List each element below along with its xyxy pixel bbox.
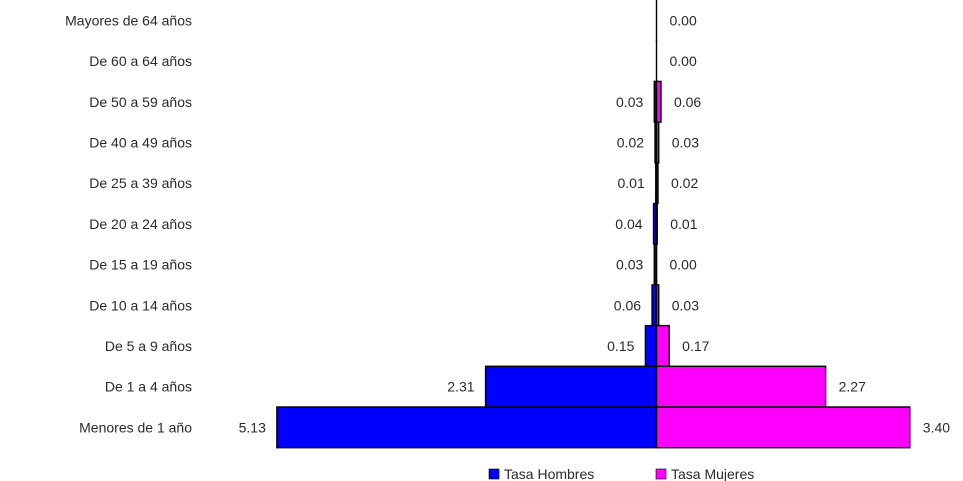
value-label-mujeres-de-20-a-24-a-os: 0.01 <box>670 216 697 232</box>
value-label-mujeres-de-10-a-14-a-os: 0.03 <box>672 297 699 313</box>
value-label-hombres-de-10-a-14-a-os: 0.06 <box>614 297 641 313</box>
bar-mujeres-de-1-a-4-a-os <box>655 365 827 408</box>
category-label-de-50-a-59-a-os: De 50 a 59 años <box>89 94 192 110</box>
bars-layer <box>276 0 911 449</box>
bar-hombres-de-5-a-9-a-os <box>644 324 658 368</box>
category-label-de-20-a-24-a-os: De 20 a 24 años <box>89 216 192 232</box>
category-label-mayores-de-64-a-os: Mayores de 64 años <box>65 12 192 28</box>
value-label-hombres-de-15-a-19-a-os: 0.03 <box>616 257 643 273</box>
legend-swatch-mujeres <box>655 468 667 480</box>
value-label-hombres-de-40-a-49-a-os: 0.02 <box>617 134 644 150</box>
category-label-de-40-a-49-a-os: De 40 a 49 años <box>89 134 192 150</box>
category-label-de-1-a-4-a-os: De 1 a 4 años <box>105 379 192 395</box>
category-label-de-10-a-14-a-os: De 10 a 14 años <box>89 297 192 313</box>
value-label-mujeres-de-25-a-39-a-os: 0.02 <box>671 175 698 191</box>
legend-swatch-hombres <box>488 468 500 480</box>
category-label-de-60-a-64-a-os: De 60 a 64 años <box>89 53 192 69</box>
category-label-de-25-a-39-a-os: De 25 a 39 años <box>89 175 192 191</box>
category-label-de-5-a-9-a-os: De 5 a 9 años <box>105 338 192 354</box>
value-label-hombres-de-20-a-24-a-os: 0.04 <box>615 216 642 232</box>
category-label-de-15-a-19-a-os: De 15 a 19 años <box>89 257 192 273</box>
legend-label-hombres: Tasa Hombres <box>504 466 594 481</box>
category-label-menores-de-1-a-o: Menores de 1 año <box>79 419 192 435</box>
legend-label-mujeres: Tasa Mujeres <box>671 466 754 481</box>
bar-mujeres-menores-de-1-a-o <box>655 406 911 449</box>
bar-mujeres-de-50-a-59-a-os <box>655 80 662 123</box>
value-label-hombres-de-1-a-4-a-os: 2.31 <box>447 379 474 395</box>
legend: Tasa Hombres Tasa Mujeres <box>488 466 754 481</box>
bar-hombres-menores-de-1-a-o <box>276 406 658 449</box>
labels-layer: Mayores de 64 años 0.00 De 60 a 64 años 0.0… <box>65 12 950 435</box>
value-label-hombres-de-25-a-39-a-os: 0.01 <box>618 175 645 191</box>
value-label-mujeres-de-50-a-59-a-os: 0.06 <box>674 94 701 110</box>
value-label-mujeres-de-15-a-19-a-os: 0.00 <box>670 257 697 273</box>
value-label-mujeres-mayores-de-64-a-os: 0.00 <box>670 12 697 28</box>
value-label-mujeres-de-1-a-4-a-os: 2.27 <box>839 379 866 395</box>
value-label-hombres-de-50-a-59-a-os: 0.03 <box>616 94 643 110</box>
value-label-mujeres-de-5-a-9-a-os: 0.17 <box>682 338 709 354</box>
bar-mujeres-de-5-a-9-a-os <box>655 324 670 368</box>
value-label-mujeres-de-60-a-64-a-os: 0.00 <box>670 53 697 69</box>
value-label-mujeres-menores-de-1-a-o: 3.40 <box>923 419 950 435</box>
value-label-mujeres-de-40-a-49-a-os: 0.03 <box>672 134 699 150</box>
value-label-hombres-de-5-a-9-a-os: 0.15 <box>607 338 634 354</box>
bar-hombres-de-1-a-4-a-os <box>484 365 658 408</box>
value-label-hombres-menores-de-1-a-o: 5.13 <box>239 419 266 435</box>
